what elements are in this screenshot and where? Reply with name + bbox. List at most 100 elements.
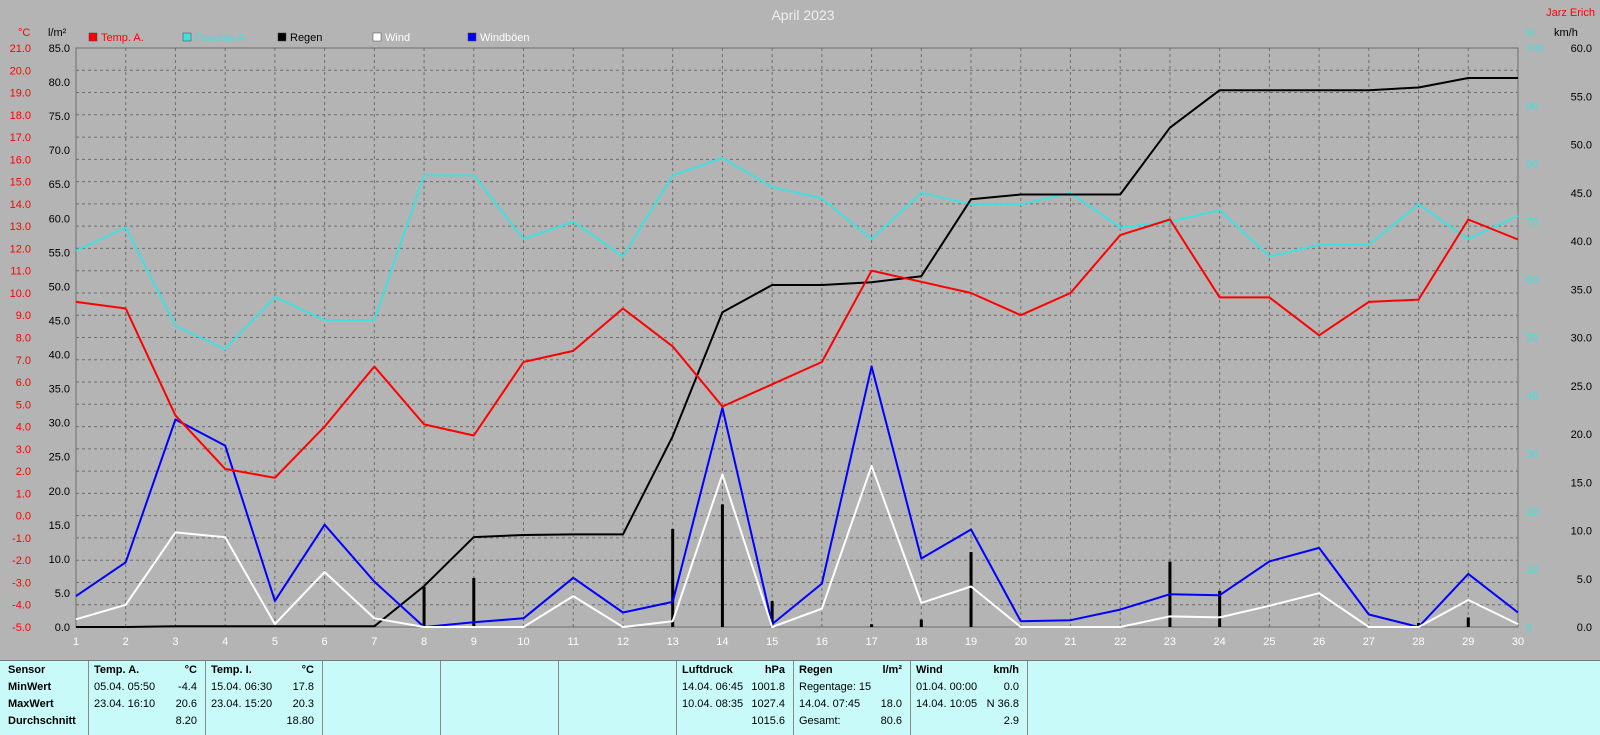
temp-axis-unit: °C [18, 27, 30, 39]
x-tick-label: 16 [816, 636, 828, 648]
x-tick-label: 8 [421, 636, 427, 648]
rain-tick-label: 70.0 [49, 145, 70, 157]
stats-wind-column: Wind km/h 01.04. 00:00 0.0 14.04. 10:05 … [911, 661, 1028, 735]
temp-tick-label: 21.0 [10, 43, 31, 55]
series-line-gusts [75, 365, 1519, 628]
humidity-tick-label: 80 [1526, 159, 1538, 171]
x-tick-label: 3 [172, 636, 178, 648]
rain-total-label: Gesamt: [799, 715, 841, 727]
x-tick-label: 19 [965, 636, 977, 648]
temp-tick-label: 17.0 [10, 132, 31, 144]
rain-tick-label: 60.0 [49, 213, 70, 225]
rain-max-value: 18.0 [880, 698, 902, 710]
temp-tick-label: 1.0 [16, 488, 31, 500]
x-tick-label: 11 [568, 636, 579, 648]
x-tick-label: 4 [222, 636, 228, 648]
temp-i-min-time: 15.04. 06:30 [211, 681, 273, 693]
author-label: Jarz Erich [1546, 7, 1595, 19]
temp-i-title: Temp. I. [211, 664, 252, 676]
temp-i-max-time: 23.04. 15:20 [211, 698, 273, 710]
temp-a-average: 8.20 [175, 715, 197, 727]
temp-tick-label: 8.0 [16, 333, 31, 345]
wind-tick-label: 25.0 [1571, 381, 1592, 393]
chart-title: April 2023 [771, 7, 834, 23]
x-tick-label: 26 [1313, 636, 1325, 648]
x-tick-label: 25 [1263, 636, 1275, 648]
rain-bar [720, 504, 724, 627]
humidity-tick-label: 10 [1526, 564, 1538, 576]
wind-tick-label: 15.0 [1571, 477, 1592, 489]
rain-bar [1417, 622, 1421, 627]
rain-tick-label: 15.0 [49, 520, 70, 532]
temp-tick-label: 10.0 [10, 288, 31, 300]
x-tick-label: 18 [915, 636, 927, 648]
x-tick-label: 6 [322, 636, 328, 648]
humidity-tick-label: 40 [1526, 390, 1538, 402]
x-tick-label: 14 [716, 636, 728, 648]
temp-tick-label: 11.0 [10, 266, 31, 278]
x-tick-label: 27 [1363, 636, 1375, 648]
rain-max-time: 14.04. 07:45 [799, 698, 861, 710]
wind-tick-label: 40.0 [1571, 236, 1592, 248]
rain-bar [770, 601, 774, 627]
humidity-tick-label: 30 [1526, 448, 1538, 460]
pressure-min-value: 1001.8 [751, 681, 785, 693]
x-tick-label: 10 [517, 636, 529, 648]
temp-tick-label: 7.0 [16, 355, 31, 367]
stats-temp-a-column: Temp. A. °C 05.04. 05:50 -4.4 23.04. 16:… [89, 661, 206, 735]
wind-tick-label: 50.0 [1571, 140, 1592, 152]
stats-labels-column: Sensor MinWert MaxWert Durchschnitt [0, 661, 89, 735]
legend-swatch [277, 32, 287, 42]
rain-tick-label: 0.0 [55, 622, 70, 634]
x-tick-label: 1 [73, 636, 79, 648]
wind-tick-label: 10.0 [1571, 526, 1592, 538]
legend-entry: Regen [290, 32, 322, 44]
x-tick-label: 2 [123, 636, 129, 648]
daily-rain-bars [422, 504, 1470, 627]
temp-tick-label: -4.0 [12, 600, 31, 612]
temp-tick-label: -1.0 [12, 533, 31, 545]
rain-bar [1466, 617, 1470, 627]
stats-pressure-column: Luftdruck hPa 14.04. 06:45 1001.8 10.04.… [677, 661, 794, 735]
rain-tick-label: 50.0 [49, 281, 70, 293]
wind-tick-label: 5.0 [1577, 574, 1592, 586]
rain-bar [422, 586, 426, 627]
temp-a-max-time: 23.04. 16:10 [94, 698, 156, 710]
rain-bar [870, 624, 874, 627]
x-tick-label: 20 [1015, 636, 1027, 648]
temp-tick-label: -5.0 [12, 622, 31, 634]
x-tick-label: 7 [371, 636, 377, 648]
humidity-tick-label: 50 [1526, 333, 1538, 345]
rain-tick-label: 85.0 [49, 43, 70, 55]
x-tick-label: 17 [865, 636, 877, 648]
temp-tick-label: 2.0 [16, 466, 31, 478]
humidity-tick-label: 60 [1526, 275, 1538, 287]
legend-entry: Wind [385, 32, 410, 44]
temp-i-min-value: 17.8 [292, 681, 314, 693]
rain-tick-label: 25.0 [49, 452, 70, 464]
wind-tick-label: 45.0 [1571, 188, 1592, 200]
x-tick-label: 5 [272, 636, 278, 648]
pressure-min-time: 14.04. 06:45 [682, 681, 744, 693]
temp-tick-label: 4.0 [16, 422, 31, 434]
statistics-panel: Sensor MinWert MaxWert Durchschnitt Temp… [0, 660, 1600, 735]
temp-a-min-value: -4.4 [178, 681, 197, 693]
humidity-tick-label: 20 [1526, 506, 1538, 518]
series-line-humidity [75, 157, 1519, 351]
temp-a-unit: °C [184, 664, 197, 676]
legend-swatch [467, 32, 477, 42]
temp-tick-label: 0.0 [16, 511, 31, 523]
rain-tick-label: 80.0 [49, 77, 70, 89]
chart-grid [75, 47, 1519, 628]
temp-tick-label: 18.0 [10, 110, 31, 122]
rain-axis-unit: l/m² [48, 27, 67, 39]
pressure-max-time: 10.04. 08:35 [682, 698, 744, 710]
row-label-avg: Durchschnitt [8, 715, 76, 727]
wind-average: 2.9 [1003, 715, 1019, 727]
series-line-rain [76, 77, 1518, 628]
temp-i-unit: °C [301, 664, 314, 676]
rain-unit: l/m² [882, 664, 902, 676]
wind-tick-label: 35.0 [1571, 284, 1592, 296]
chart-series [75, 77, 1519, 628]
x-tick-label: 22 [1114, 636, 1126, 648]
